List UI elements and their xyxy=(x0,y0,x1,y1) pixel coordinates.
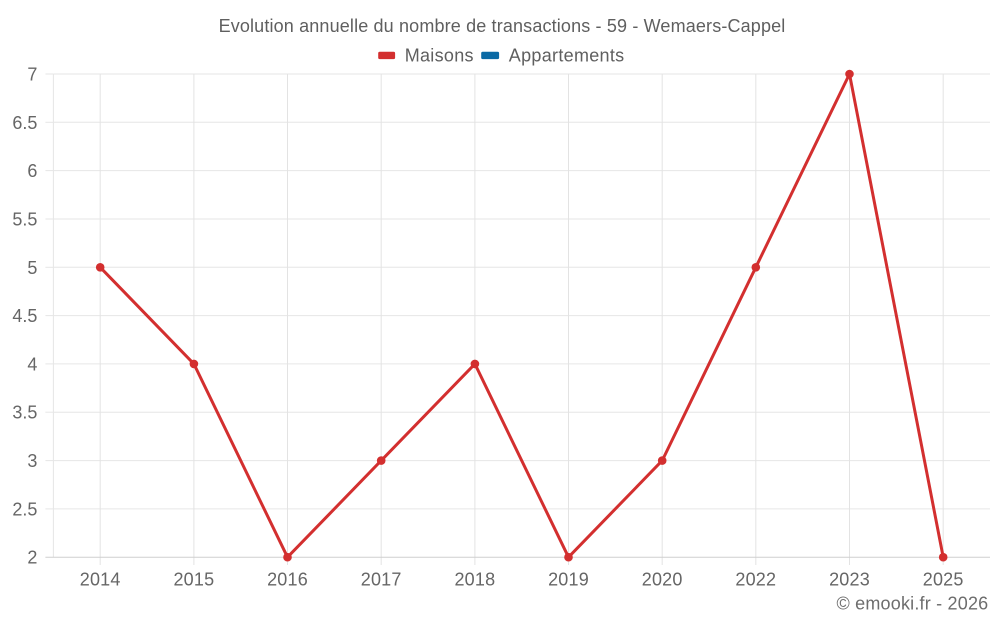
svg-text:2020: 2020 xyxy=(642,570,683,590)
svg-text:2022: 2022 xyxy=(735,570,776,590)
svg-text:4: 4 xyxy=(27,354,37,374)
svg-text:© emooki.fr - 2026: © emooki.fr - 2026 xyxy=(836,593,988,613)
svg-text:2015: 2015 xyxy=(173,570,214,590)
svg-text:2017: 2017 xyxy=(361,570,402,590)
svg-text:2018: 2018 xyxy=(454,570,495,590)
svg-text:Maisons: Maisons xyxy=(405,46,474,66)
svg-text:2023: 2023 xyxy=(829,570,870,590)
svg-text:Evolution annuelle du nombre d: Evolution annuelle du nombre de transact… xyxy=(219,16,786,36)
svg-text:6.5: 6.5 xyxy=(12,113,37,133)
svg-text:2016: 2016 xyxy=(267,570,308,590)
svg-text:2014: 2014 xyxy=(80,570,121,590)
svg-text:6: 6 xyxy=(27,161,37,181)
svg-text:2: 2 xyxy=(27,548,37,568)
svg-text:3.5: 3.5 xyxy=(12,403,37,423)
svg-text:2019: 2019 xyxy=(548,570,589,590)
svg-text:7: 7 xyxy=(27,65,37,85)
svg-text:5: 5 xyxy=(27,258,37,278)
svg-text:2.5: 2.5 xyxy=(12,499,37,519)
svg-text:4.5: 4.5 xyxy=(12,306,37,326)
svg-text:5.5: 5.5 xyxy=(12,210,37,230)
svg-text:3: 3 xyxy=(27,451,37,471)
svg-text:Appartements: Appartements xyxy=(509,46,625,66)
svg-text:2025: 2025 xyxy=(923,570,964,590)
